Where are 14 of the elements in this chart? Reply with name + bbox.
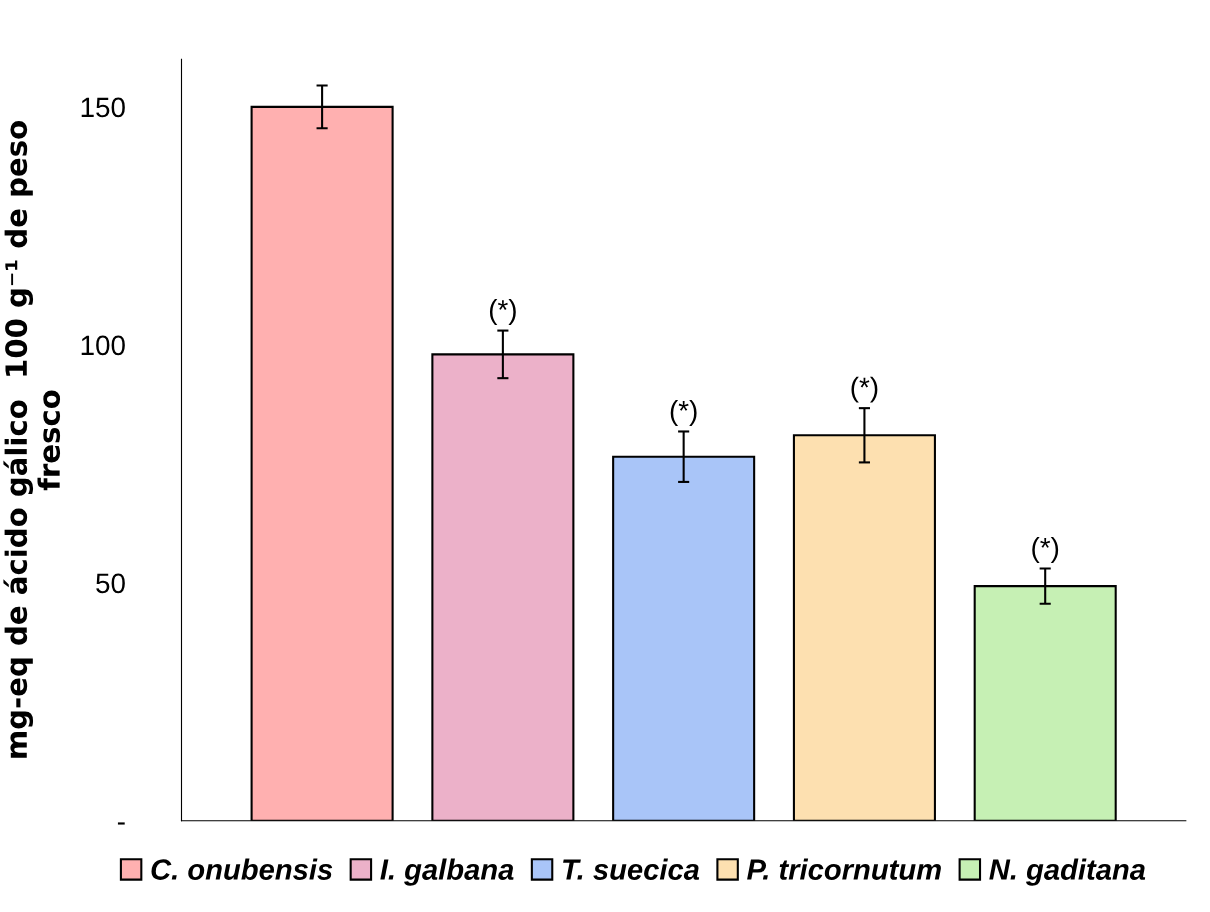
annotation: (*) — [851, 376, 878, 403]
legend-label: T. suecica — [563, 858, 700, 880]
annotation: (*) — [489, 299, 516, 325]
y-tick-label: 50 — [96, 573, 125, 594]
legend-label: P. tricornutum — [747, 858, 941, 880]
y-tick-label: - — [117, 822, 125, 825]
annotation: (*) — [1032, 537, 1059, 563]
y-tick-label: 150 — [81, 97, 125, 118]
legend-label: C. onubensis — [151, 858, 333, 880]
legend-label: N. gaditana — [989, 858, 1146, 886]
y-tick-label: 100 — [81, 335, 125, 356]
legend-label: I. galbana — [380, 858, 514, 886]
y-axis-title: mg-eq de ácido gálico 100 g⁻¹ de peso fresco — [3, 121, 61, 758]
annotation: (*) — [670, 400, 697, 426]
